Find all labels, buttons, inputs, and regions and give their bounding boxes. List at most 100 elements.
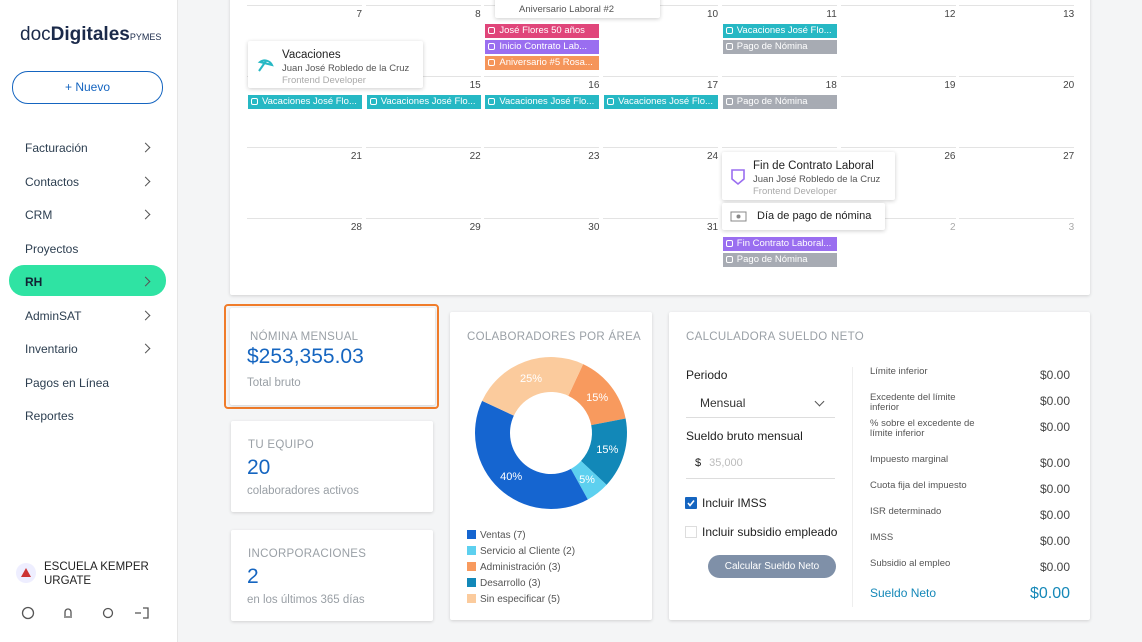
slice	[580, 418, 627, 485]
logo-text: Digitales	[50, 24, 130, 45]
cell-line	[484, 218, 600, 219]
calculator: CALCULADORA SUELDO NETO Periodo Mensual …	[669, 312, 1090, 620]
notification-icon[interactable]	[64, 608, 72, 618]
event-chip[interactable]: Vacaciones José Flo...	[604, 95, 719, 109]
company-name: ESCUELA KEMPER URGATE	[44, 561, 149, 587]
event-chip[interactable]: Vacaciones José Flo...	[366, 95, 481, 109]
card-value: 2	[247, 565, 259, 588]
cell-line	[247, 5, 362, 6]
popup[interactable]: Fin de Contrato Laboral Juan José Robled…	[722, 152, 895, 200]
imss-label: Incluir IMSS	[702, 496, 767, 510]
calc-value: $0.00	[1039, 456, 1070, 470]
calc-label: Límite inferior	[870, 366, 928, 377]
day-number: 8	[475, 9, 481, 20]
menu-item[interactable]: Inventario	[25, 342, 78, 356]
day-number: 19	[944, 80, 956, 91]
slice-label: 15%	[596, 444, 618, 456]
profile-icon[interactable]	[21, 606, 35, 620]
settings-icon[interactable]	[102, 607, 114, 619]
vacation-icon	[257, 59, 274, 72]
logout-icon[interactable]	[135, 607, 149, 619]
active-item	[9, 265, 166, 296]
event-chip[interactable]: José Flores 50 años	[485, 24, 600, 38]
cell-line	[603, 218, 719, 219]
menu-item[interactable]: Pagos en Línea	[25, 375, 110, 390]
calc-label: IMSS	[870, 532, 894, 543]
menu-item[interactable]: Facturación	[25, 141, 88, 155]
day-number: 7	[356, 9, 362, 20]
cell-line	[959, 218, 1075, 219]
event-chip[interactable]: Vacaciones José Flo...	[248, 95, 362, 109]
calc-label: % sobre el excedente de límite inferior	[870, 418, 975, 439]
day-number: 29	[469, 222, 481, 233]
chevron	[140, 142, 151, 153]
day-number: 24	[706, 151, 719, 162]
event-chip[interactable]: Pago de Nómina	[722, 40, 837, 54]
event-chip[interactable]: Inicio Contrato Lab...	[485, 40, 600, 54]
new-button[interactable]: + Nuevo	[12, 71, 163, 104]
legend-label: Servicio al Cliente (2)	[480, 546, 575, 557]
calc-label: ISR determinado	[870, 506, 942, 517]
menu-item[interactable]: RH	[25, 275, 43, 289]
cell-line	[365, 5, 481, 6]
cell-line	[603, 147, 719, 148]
popup[interactable]: Vacaciones Juan José Robledo de la Cruz …	[248, 41, 423, 88]
menu-item[interactable]: Reportes	[25, 409, 74, 423]
event-chip[interactable]: Pago de Nómina	[722, 95, 837, 109]
chevron	[140, 176, 151, 186]
card-value: $253,355.03	[247, 345, 364, 368]
stat-card: INCORPORACIONES 2 en los últimos 365 días	[231, 530, 433, 621]
slice-label: 15%	[586, 392, 608, 404]
cell-line	[484, 147, 600, 148]
money-icon	[730, 211, 747, 222]
cell-line	[959, 147, 1075, 148]
card-caption: colaboradores activos	[247, 485, 359, 497]
cell-line	[484, 76, 600, 77]
event-chip[interactable]: Fin Contrato Laboral...	[722, 237, 837, 251]
subsidy-label: Incluir subsidio empleado	[702, 525, 838, 539]
imss-checkbox[interactable]	[685, 497, 697, 509]
menu-item[interactable]: Contactos	[25, 174, 80, 189]
company-logo	[16, 563, 36, 583]
legend-label: Ventas (7)	[480, 530, 526, 541]
event-chip[interactable]: Vacaciones José Flo...	[722, 24, 837, 38]
cell-line	[365, 147, 481, 148]
subsidy-checkbox[interactable]	[685, 526, 697, 538]
event-chip[interactable]: Pago de Nómina	[722, 253, 837, 267]
day-number: 28	[350, 222, 362, 233]
popup[interactable]: Día de pago de nómina	[722, 203, 885, 230]
legend-swatch	[467, 594, 476, 603]
event-chip[interactable]: Vacaciones José Flo...	[485, 95, 600, 109]
calc-label: Cuota fija del impuesto	[870, 480, 967, 491]
calc-value: $0.00	[1039, 534, 1070, 548]
day-number: 10	[706, 9, 719, 20]
menu-item[interactable]: Proyectos	[25, 241, 79, 256]
calc-title: CALCULADORA SUELDO NETO	[686, 331, 864, 343]
slice	[570, 460, 607, 500]
legend-label: Administración (3)	[480, 562, 561, 573]
popup[interactable]: Aniversario Laboral #2	[495, 0, 660, 18]
calc-label: Subsidio al empleo	[870, 558, 951, 569]
salary-input[interactable]: $35,000	[686, 448, 835, 479]
calc-label: Impuesto marginal	[870, 454, 949, 465]
day-number: 11	[826, 9, 837, 20]
chevron	[140, 310, 151, 320]
event-chip[interactable]: Aniversario #5 Rosa...	[485, 56, 600, 70]
cell-line	[840, 5, 956, 6]
highlight	[224, 304, 439, 409]
menu-item[interactable]: AdminSAT	[25, 308, 82, 323]
menu-item[interactable]: CRM	[25, 208, 53, 222]
popup-person: Juan José Robledo de la Cruz	[282, 63, 410, 74]
chart-title: COLABORADORES POR ÁREA	[467, 331, 642, 343]
calc-value: $0.00	[1039, 368, 1070, 382]
card-title: TU EQUIPO	[248, 439, 314, 451]
popup-title: Fin de Contrato Laboral	[753, 160, 874, 172]
day-number: 2	[949, 222, 956, 233]
cell-line	[247, 218, 362, 219]
logo-suffix: PYMES	[129, 32, 162, 42]
slice	[482, 357, 584, 416]
period-select[interactable]: Mensual	[686, 388, 835, 418]
placeholder: 35,000	[709, 457, 743, 469]
calc-button[interactable]: Calcular Sueldo Neto	[708, 555, 836, 578]
